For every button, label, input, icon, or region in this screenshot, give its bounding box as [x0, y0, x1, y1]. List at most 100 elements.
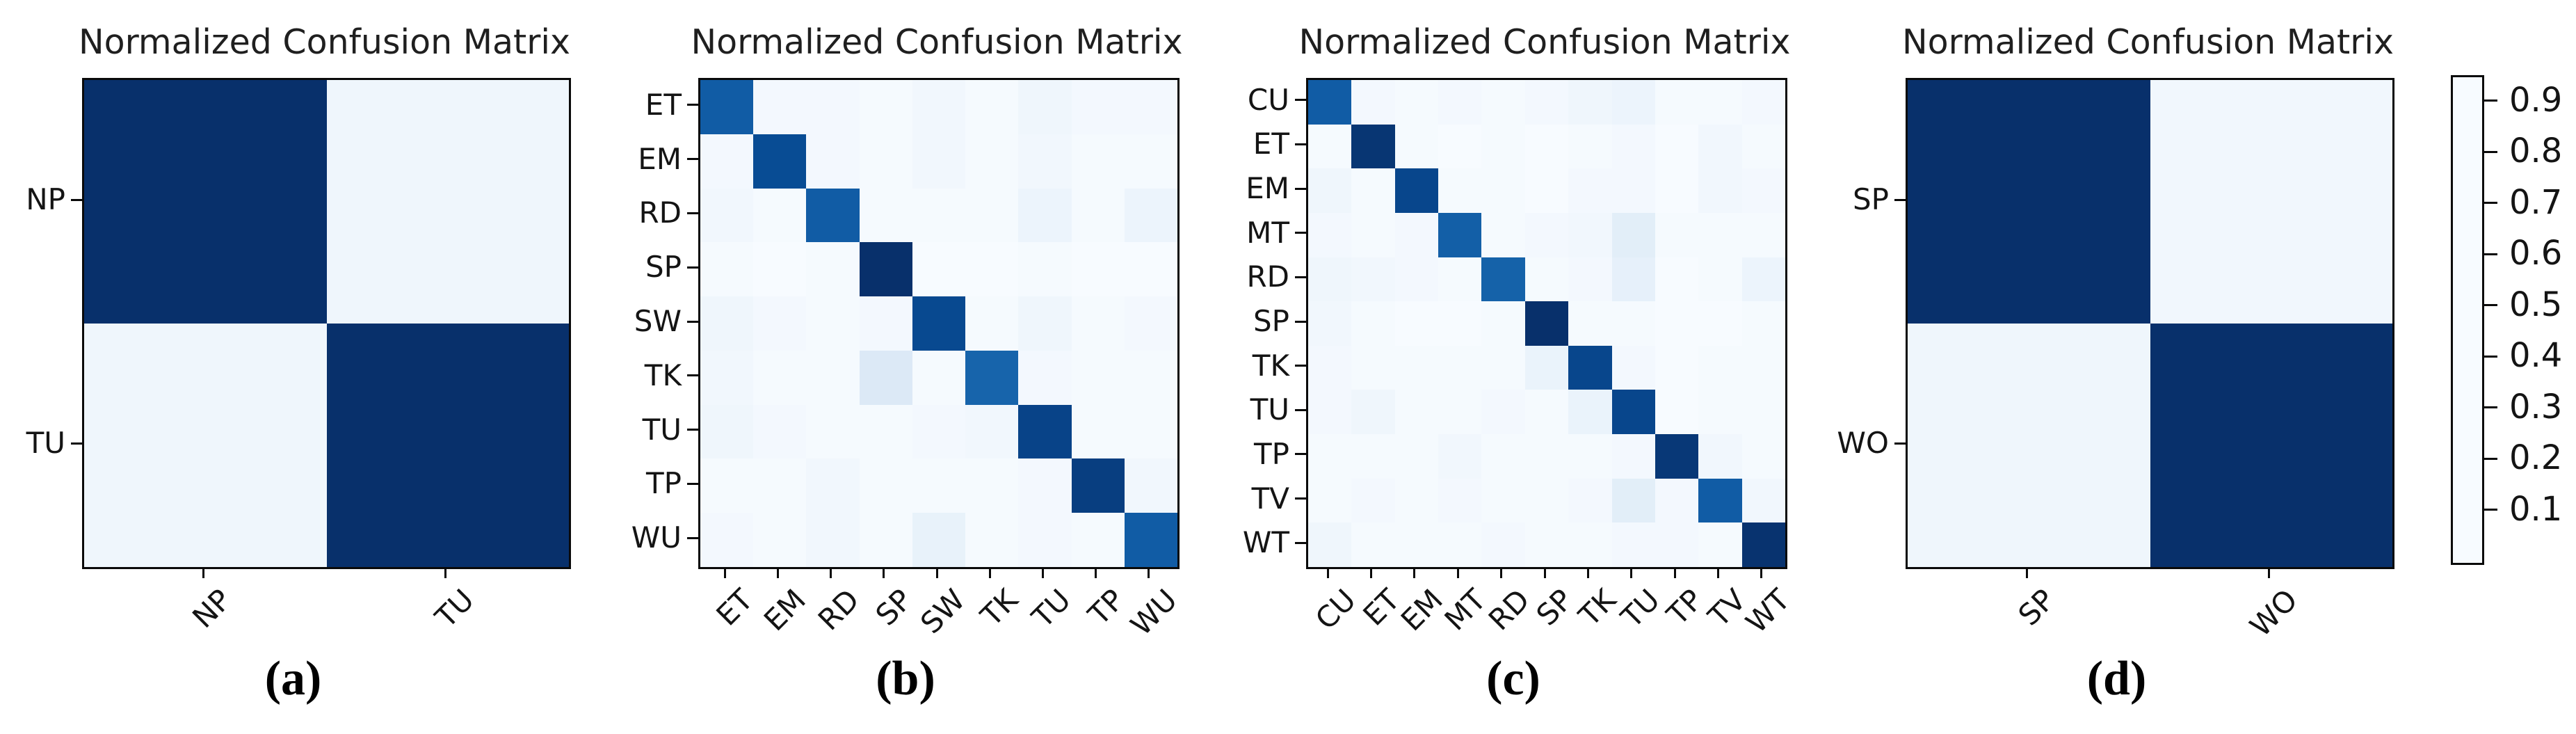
matrix-cell: [1018, 80, 1072, 134]
matrix-cell: [700, 458, 754, 513]
matrix-cell: [1124, 513, 1177, 567]
colorbar-tick-label: 0.5: [2509, 285, 2563, 324]
plot-title-a: Normalized Confusion Matrix: [78, 22, 571, 62]
matrix-cell: [965, 350, 1019, 405]
y-tick-mark: [687, 320, 698, 323]
matrix-cell: [1071, 134, 1125, 189]
matrix-cell: [1018, 188, 1072, 243]
matrix-cell: [912, 242, 966, 297]
matrix-cell: [1351, 345, 1395, 390]
matrix-cell: [806, 80, 860, 134]
y-tick-label: RD: [638, 196, 682, 230]
matrix-cell: [912, 404, 966, 459]
x-tick-mark: [1326, 567, 1329, 578]
matrix-cell: [1524, 478, 1569, 523]
matrix-cell: [1438, 478, 1482, 523]
y-tick-label: WO: [1837, 426, 1889, 460]
matrix-cell: [1524, 390, 1569, 435]
y-tick-label: TU: [1250, 392, 1289, 427]
matrix-cell: [1071, 242, 1125, 297]
y-tick-mark: [1295, 276, 1306, 278]
matrix-cell: [1394, 434, 1439, 479]
y-tick-label: WT: [1242, 525, 1289, 560]
colorbar-tick-mark: [2482, 355, 2497, 358]
x-tick-mark: [1586, 567, 1589, 578]
matrix-cell: [1698, 434, 1742, 479]
matrix-cell: [700, 350, 754, 405]
matrix-cell: [859, 458, 912, 513]
matrix-cell: [1351, 80, 1395, 125]
colorbar-tick-mark: [2482, 406, 2497, 409]
y-tick-mark: [1295, 143, 1306, 145]
matrix-cell: [753, 242, 807, 297]
matrix-cell: [1698, 124, 1742, 169]
matrix-cell: [2150, 324, 2392, 567]
matrix-cell: [1394, 522, 1439, 567]
matrix-cell: [859, 80, 912, 134]
matrix-cell: [700, 80, 754, 134]
matrix-cell: [1655, 212, 1699, 257]
matrix-cell: [1071, 458, 1125, 513]
matrix-cell: [1568, 301, 1612, 346]
matrix-cell: [1351, 478, 1395, 523]
y-tick-label: TU: [642, 412, 682, 447]
matrix-cell: [326, 324, 569, 567]
matrix-cell: [1394, 168, 1439, 213]
matrix-cell: [1308, 434, 1352, 479]
matrix-cell: [753, 188, 807, 243]
matrix-cell: [1438, 124, 1482, 169]
colorbar-tick-mark: [2482, 304, 2497, 307]
matrix-cell: [1568, 478, 1612, 523]
matrix-cell: [806, 134, 860, 189]
matrix-cell: [859, 404, 912, 459]
y-tick-mark: [687, 429, 698, 431]
x-tick-mark: [1095, 567, 1097, 578]
matrix-cell: [1394, 301, 1439, 346]
matrix-cell: [1018, 134, 1072, 189]
matrix-cell: [1741, 345, 1785, 390]
y-tick-label: NP: [26, 182, 65, 216]
y-tick-label: EM: [1246, 171, 1289, 206]
matrix-cell: [1568, 168, 1612, 213]
matrix-cell: [965, 80, 1019, 134]
x-tick-mark: [1543, 567, 1546, 578]
matrix-cell: [1611, 257, 1655, 302]
matrix-cell: [1524, 434, 1569, 479]
matrix-cell: [1568, 124, 1612, 169]
y-tick-mark: [687, 266, 698, 269]
x-tick-label: NP: [186, 582, 239, 635]
matrix-cell: [806, 296, 860, 351]
matrix-cell: [1351, 390, 1395, 435]
y-tick-mark: [1295, 187, 1306, 190]
x-tick-mark: [444, 567, 447, 578]
x-tick-mark: [883, 567, 885, 578]
plot-title-c: Normalized Confusion Matrix: [1298, 22, 1791, 62]
matrix-cell: [1308, 124, 1352, 169]
matrix-cell: [1438, 345, 1482, 390]
matrix-cell: [1655, 478, 1699, 523]
y-tick-mark: [1894, 442, 1906, 445]
x-tick-mark: [988, 567, 991, 578]
matrix-cell: [1308, 478, 1352, 523]
matrix-cell: [1611, 345, 1655, 390]
colorbar-tick-label: 0.3: [2509, 387, 2563, 426]
matrix-cell: [1394, 124, 1439, 169]
x-tick-mark: [1630, 567, 1633, 578]
y-tick-label: ET: [645, 87, 682, 122]
colorbar-tick-label: 0.6: [2509, 234, 2563, 273]
x-tick-mark: [1148, 567, 1150, 578]
matrix-cell: [1438, 390, 1482, 435]
matrix-cell: [1351, 168, 1395, 213]
matrix-cell: [1124, 404, 1177, 459]
matrix-cell: [1655, 522, 1699, 567]
matrix-cell: [1394, 478, 1439, 523]
matrix-cell: [1568, 257, 1612, 302]
matrix-cell: [700, 134, 754, 189]
matrix-cell: [1524, 345, 1569, 390]
matrix-cell: [912, 513, 966, 567]
matrix-cell: [1481, 80, 1525, 125]
matrix-cell: [1018, 458, 1072, 513]
matrix-cell: [1308, 168, 1352, 213]
x-tick-mark: [2025, 567, 2028, 578]
y-tick-label: CU: [1247, 82, 1289, 117]
